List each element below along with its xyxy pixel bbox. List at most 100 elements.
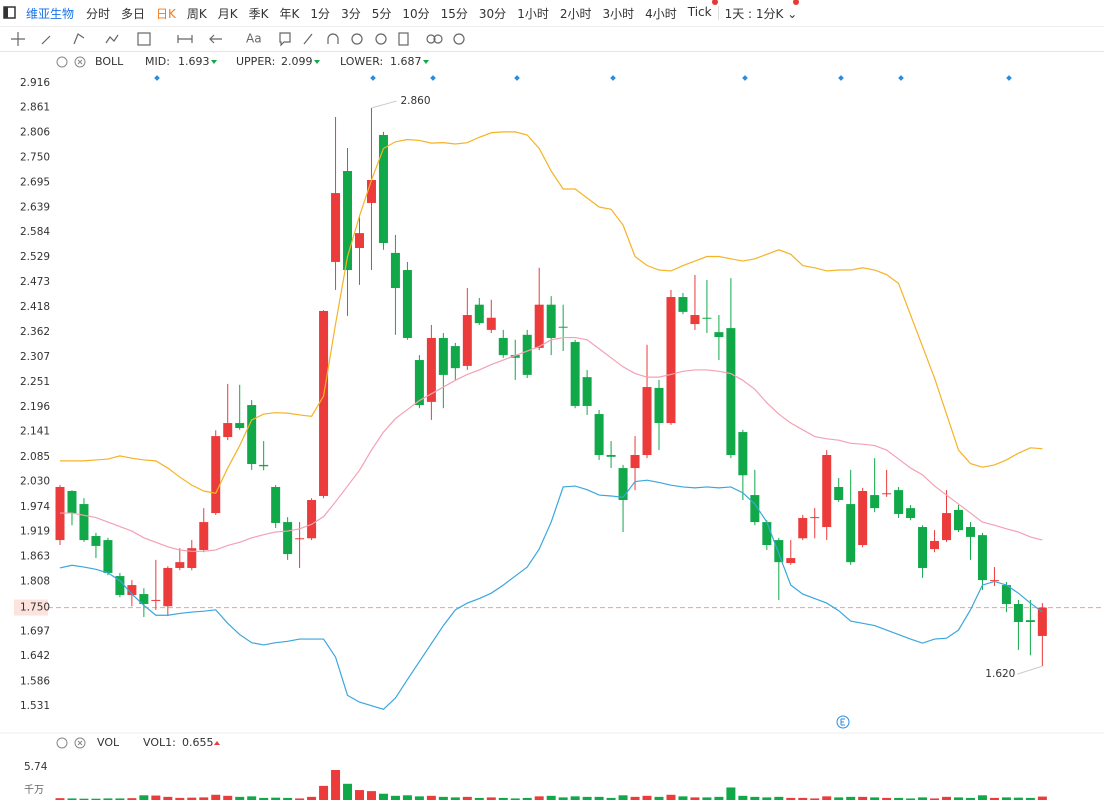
- indicator-icons: [56, 56, 86, 749]
- period-tab[interactable]: 分时: [86, 6, 111, 21]
- candle-body: [1025, 620, 1035, 622]
- y-tick-label: 1.586: [20, 675, 50, 687]
- candle-body: [594, 414, 604, 456]
- period-tab[interactable]: Tick: [688, 0, 718, 22]
- candle-body: [726, 328, 736, 456]
- candle-body: [378, 135, 388, 244]
- period-tab[interactable]: 1分: [310, 6, 331, 21]
- candle-body: [319, 310, 329, 496]
- candle-body: [462, 315, 472, 366]
- period-tab[interactable]: 日K: [156, 6, 176, 21]
- period-tab[interactable]: 月K: [217, 6, 238, 21]
- candle-body: [798, 518, 808, 539]
- period-tab[interactable]: 3分: [341, 6, 361, 21]
- y-tick-label: 2.141: [20, 426, 50, 438]
- candle-body: [977, 535, 987, 581]
- volume-bar: [187, 797, 197, 800]
- high-leader: [371, 100, 397, 109]
- volume-bar: [426, 795, 436, 800]
- volume-bar: [666, 794, 676, 800]
- volume-bar: [558, 797, 568, 800]
- candle-body: [1001, 585, 1011, 604]
- candle-body: [163, 567, 173, 607]
- period-tab[interactable]: 周K: [186, 6, 207, 21]
- y-tick-label: 2.251: [20, 376, 50, 388]
- candle-body: [1037, 607, 1047, 636]
- period-tab[interactable]: 2小时: [559, 6, 592, 21]
- legend-value: 1.693: [178, 55, 210, 68]
- y-tick-label: 1.642: [20, 650, 50, 662]
- volume-bar: [355, 790, 364, 800]
- volume-bar: [211, 794, 221, 800]
- candle-body: [187, 548, 197, 568]
- y-tick-label: 5.74: [24, 761, 48, 773]
- period-tab[interactable]: 15分: [440, 6, 468, 21]
- period-tabs: 分时 多日 日K 周K 月K 季K 年K 1分 3分 5分 10分 15分 30分 1小时 2小时 3小时 4小…: [86, 0, 718, 22]
- symbol[interactable]: 维亚生物: [26, 6, 75, 21]
- period-tab[interactable]: 多日: [121, 6, 146, 21]
- period-tab[interactable]: 1小时: [517, 6, 549, 21]
- event-icon[interactable]: [836, 715, 850, 729]
- low-label: 1.620: [985, 668, 1015, 680]
- chart: BOLL VOL 2.916 2.861 2.806 2.750 2.695 2.639 2…: [0, 55, 1104, 800]
- legend-value: 2.099: [281, 55, 313, 68]
- low-leader: [1017, 665, 1043, 675]
- candle-body: [295, 538, 305, 540]
- candle-body: [702, 317, 712, 319]
- volume-bar: [235, 796, 245, 800]
- period-tab[interactable]: 5分: [371, 6, 392, 21]
- period-tab[interactable]: 4小时: [645, 6, 677, 21]
- volume-bar: [594, 796, 604, 800]
- y-tick-label: 2.695: [20, 176, 50, 188]
- volume-bar: [894, 797, 904, 800]
- candle-body: [882, 493, 892, 495]
- volume-bar: [654, 796, 664, 800]
- volume-bar: [1037, 796, 1047, 800]
- candle-body: [223, 423, 233, 438]
- volume-bar: [319, 785, 329, 800]
- volume-bar: [965, 797, 975, 800]
- candle-body: [283, 522, 293, 555]
- y-tick-label: 2.861: [20, 102, 50, 114]
- unit-label: 千万: [24, 784, 44, 796]
- period-tab[interactable]: 年K: [279, 6, 300, 21]
- volume-bar: [199, 797, 209, 800]
- volume-bar: [678, 796, 688, 800]
- candle-body: [67, 491, 77, 514]
- volume-bar: [570, 796, 580, 800]
- candle-body: [103, 540, 113, 573]
- font-tool[interactable]: Aa: [246, 32, 262, 46]
- period-tab[interactable]: 30分: [478, 6, 507, 21]
- volume-bar: [786, 797, 796, 800]
- y-tick-label: 1.863: [20, 551, 50, 563]
- volume-bar: [642, 795, 652, 800]
- candle-body: [858, 491, 868, 546]
- candle-body: [570, 342, 580, 406]
- candle-body: [151, 599, 161, 601]
- volume-bar: [546, 795, 556, 800]
- candle-body: [942, 513, 952, 541]
- toolbar: 维亚生物 分时 多日 日K 周K 月K 季K 年K 1分 3分 5分 10分 15分 30分 1小时 2小时…: [0, 0, 1104, 27]
- layout-icon[interactable]: [0, 0, 30, 26]
- period-tab[interactable]: 3小时: [602, 6, 635, 21]
- candle-body: [822, 455, 832, 528]
- y-tick-label: 2.196: [20, 401, 50, 413]
- period-tab[interactable]: 季K: [248, 6, 269, 21]
- candle-body: [79, 504, 89, 541]
- candle-body: [355, 233, 364, 248]
- volume-bar: [127, 798, 137, 800]
- period-tab[interactable]: 10分: [402, 6, 430, 21]
- candle-body: [618, 468, 628, 501]
- candle-body: [870, 495, 880, 509]
- candle-body: [894, 490, 904, 514]
- candle-body: [906, 508, 916, 519]
- volume-bar: [151, 795, 161, 800]
- candle-body: [271, 486, 281, 523]
- interval-select[interactable]: 1天 : 1分K ⌄: [725, 0, 800, 22]
- volume-bar: [942, 796, 952, 800]
- volume-bar: [343, 783, 353, 800]
- candle-body: [666, 297, 676, 424]
- candle-body: [786, 558, 796, 564]
- candle-body: [426, 337, 436, 402]
- volume-bar: [307, 796, 317, 800]
